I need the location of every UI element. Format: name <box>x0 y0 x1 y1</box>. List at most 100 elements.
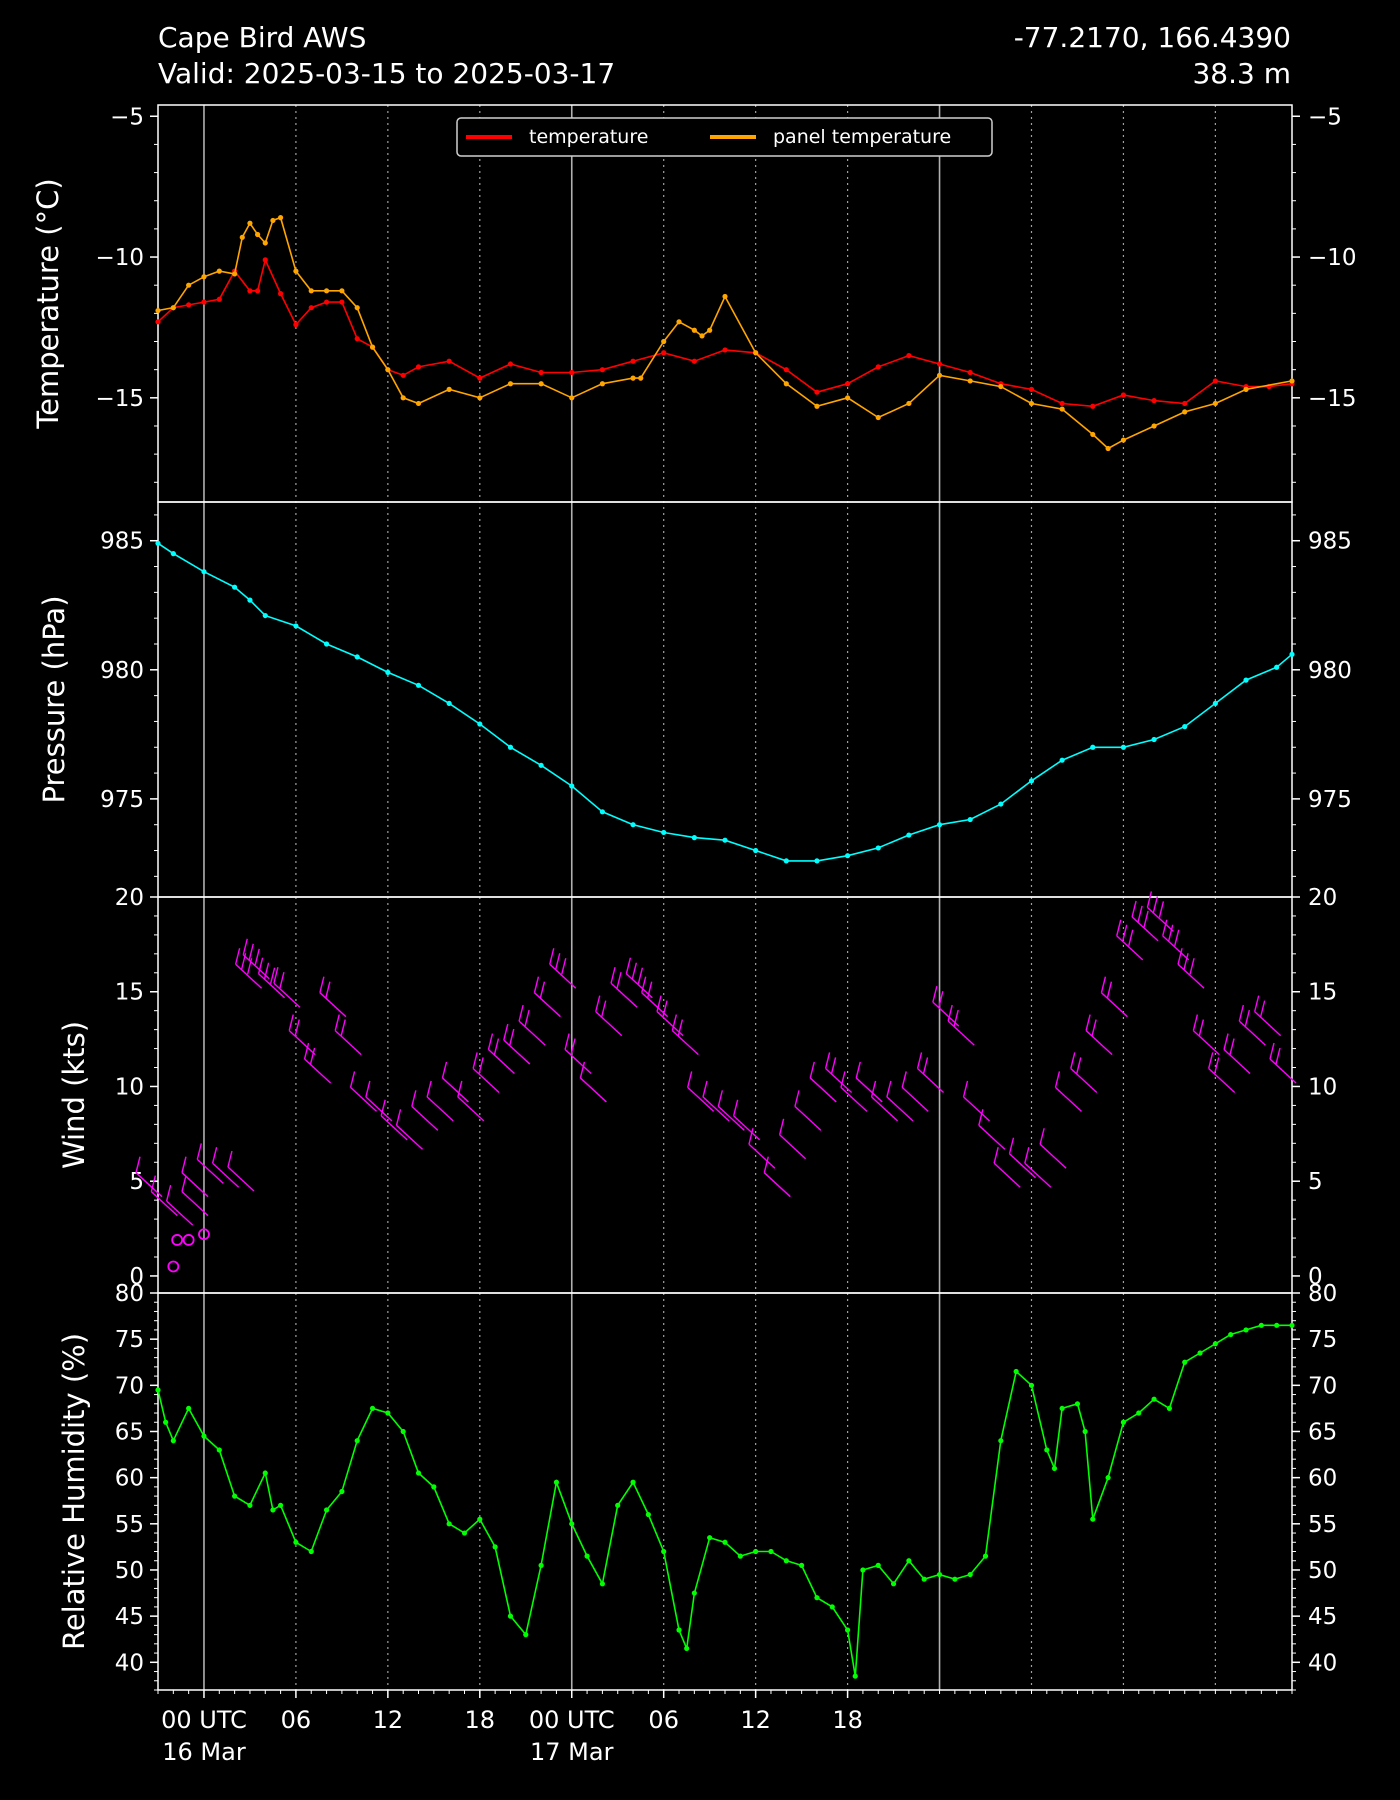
data-point <box>201 274 207 280</box>
wind-barb-shaft <box>809 1077 837 1103</box>
data-point <box>247 288 253 294</box>
wind-barb-flag <box>1143 910 1149 928</box>
wind-barb-shaft <box>166 1200 194 1226</box>
wind-barb-flag <box>273 967 279 984</box>
data-point <box>722 347 728 353</box>
data-point <box>415 364 422 370</box>
wind-barb-flag <box>1158 901 1165 918</box>
data-point <box>354 654 360 660</box>
data-point <box>538 762 544 768</box>
data-point <box>186 282 192 288</box>
wind-barb-flag <box>686 1071 693 1088</box>
wind-barb-flag <box>1024 1147 1030 1164</box>
data-point <box>507 744 514 750</box>
y-tick-label: 75 <box>1308 1327 1337 1353</box>
wind-barb-flag <box>1198 1019 1205 1036</box>
wind-barb-flag <box>288 1014 294 1031</box>
x-tick-label: 18 <box>832 1706 863 1734</box>
wind-barb-flag <box>227 1150 233 1168</box>
data-point <box>952 1576 958 1582</box>
data-point <box>323 1507 330 1513</box>
station-coordinates: -77.2170, 166.4390 <box>1013 21 1291 54</box>
calm-wind-marker <box>171 1234 184 1246</box>
wind-barb-flag <box>901 1071 907 1088</box>
wind-barb-flag <box>334 1014 340 1031</box>
wind-barb-shaft <box>794 1105 822 1131</box>
wind-barb-flag <box>1177 948 1183 965</box>
wind-barb-flag <box>1100 976 1107 993</box>
data-point <box>1120 437 1127 443</box>
data-point <box>1090 431 1096 438</box>
wind-barb-flag <box>1137 905 1143 923</box>
y-tick-label: 15 <box>115 980 144 1006</box>
wind-barb-shaft <box>702 1096 730 1122</box>
y-tick-label: 975 <box>100 787 144 813</box>
data-point <box>584 1553 590 1559</box>
y-tick-label: −15 <box>95 386 144 412</box>
wind-barb-flag <box>441 1061 448 1079</box>
data-point <box>814 1595 820 1601</box>
y-tick-label: −5 <box>110 104 144 130</box>
data-point <box>615 1502 621 1508</box>
y-tick-label: 980 <box>100 658 144 684</box>
wind-barb-flag <box>561 958 567 975</box>
wind-barb-flag <box>595 995 601 1012</box>
data-point <box>936 822 943 828</box>
data-point <box>783 1558 789 1564</box>
y-tick-label: −10 <box>95 245 144 271</box>
data-point <box>1166 1405 1173 1412</box>
wind-barb-flag <box>794 1090 800 1107</box>
data-point <box>1120 744 1127 750</box>
wind-barb-shaft <box>334 1030 362 1056</box>
x-tick-label: 00 UTC <box>161 1706 247 1734</box>
data-point <box>661 338 667 345</box>
wind-barb-flag <box>748 1128 754 1145</box>
data-point <box>1182 724 1188 730</box>
wind-barb-flag <box>564 1033 570 1050</box>
y-tick-label: 70 <box>1308 1373 1337 1399</box>
data-point <box>829 1604 835 1610</box>
legend-label: temperature <box>529 126 648 148</box>
data-point <box>599 1581 606 1587</box>
data-point <box>1228 1331 1234 1338</box>
y-tick-label: 65 <box>1308 1419 1337 1445</box>
data-point <box>270 1507 276 1513</box>
data-point <box>737 1553 743 1559</box>
pressure-panel: 975 975 980 980 985 985 Pressure (hPa) <box>37 501 1352 898</box>
wind-barb-flag <box>870 1080 877 1098</box>
wind-barb-flag <box>487 1033 494 1050</box>
pressure-axis-label: Pressure (hPa) <box>37 595 71 803</box>
data-point <box>446 386 452 392</box>
data-point <box>277 215 284 221</box>
y-tick-label: 45 <box>115 1604 144 1630</box>
data-point <box>753 1548 759 1555</box>
data-point <box>1059 400 1065 407</box>
wind-barb-flag <box>472 1052 478 1069</box>
wind-barb-flag <box>411 1090 417 1107</box>
data-point <box>201 299 207 305</box>
wind-barb-flag <box>953 1009 959 1027</box>
wind-barb-shaft <box>1146 906 1174 932</box>
wind-barb-shaft <box>1009 1153 1036 1179</box>
pressure-series <box>155 540 1295 864</box>
wind-barb-shaft <box>319 992 347 1018</box>
wind-barb-flag <box>555 953 561 970</box>
data-point <box>239 234 245 240</box>
wind-barb-flag <box>248 943 254 960</box>
data-point <box>875 364 881 370</box>
data-point <box>308 288 314 294</box>
data-point <box>875 414 881 421</box>
data-point <box>155 540 161 546</box>
data-point <box>277 291 284 297</box>
data-point <box>844 395 851 401</box>
wind-barb-shaft <box>917 1067 945 1093</box>
data-point <box>982 1553 989 1559</box>
data-point <box>461 1530 468 1536</box>
data-point <box>875 845 881 851</box>
x-tick-label: 06 <box>648 1706 679 1734</box>
wind-barb-flag <box>524 1009 530 1027</box>
data-point <box>1151 1396 1157 1402</box>
wind-barb-flag <box>763 1156 769 1173</box>
data-point <box>875 1562 881 1568</box>
wind-barb-flag <box>1039 1128 1045 1145</box>
